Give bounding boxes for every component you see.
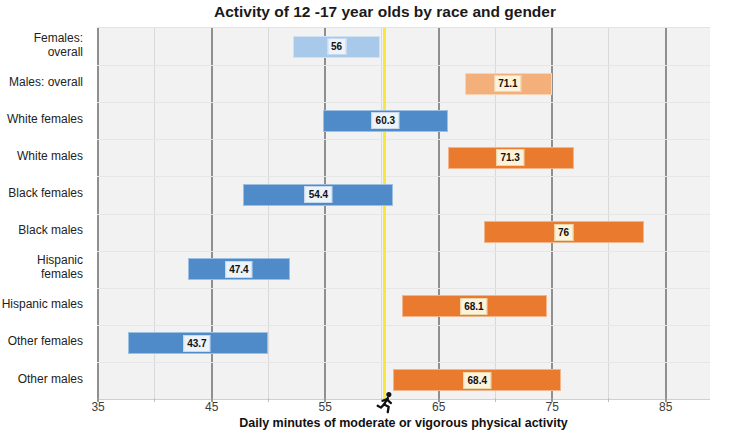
category-label: Black females: [0, 175, 83, 212]
bar-value-label: 54.4: [305, 186, 332, 203]
x-tick-label: 65: [432, 400, 445, 414]
row-separator: [97, 288, 710, 289]
x-tick-mark: [211, 398, 213, 402]
x-axis-title: Daily minutes of moderate or vigorous ph…: [97, 416, 710, 430]
bar-value-label: 60.3: [372, 112, 399, 129]
bar-value-label: 68.1: [460, 298, 487, 315]
x-tick-label: 35: [91, 400, 104, 414]
row-separator: [97, 65, 710, 66]
category-label: White males: [0, 138, 83, 175]
row-separator: [97, 139, 710, 140]
bar-value-label: 71.1: [494, 75, 521, 92]
row-separator: [97, 214, 710, 215]
category-label: Hispanic females: [0, 250, 83, 287]
category-label: Females: overall: [0, 27, 83, 64]
bar-value-label: 47.4: [225, 261, 252, 278]
runner-icon: [374, 391, 396, 420]
row-separator: [97, 325, 710, 326]
bar-value-label: 71.3: [496, 149, 523, 166]
reference-line: [383, 28, 386, 399]
chart-title: Activity of 12 -17 year olds by race and…: [60, 3, 710, 25]
row-separator: [97, 176, 710, 177]
x-tick-label: 75: [546, 400, 559, 414]
x-tick-mark: [551, 398, 553, 402]
row-separator: [97, 251, 710, 252]
x-tick-label: 85: [659, 400, 672, 414]
row-separator: [97, 102, 710, 103]
x-minor-tick-mark: [495, 398, 496, 402]
category-label: Black males: [0, 213, 83, 250]
plot-area: 56 71.1 60.3 71.3 54.4 76 47.4 68.1 43.7 68.4: [97, 27, 710, 400]
category-label: Other males: [0, 361, 83, 398]
x-minor-tick-mark: [154, 398, 155, 402]
category-label: Hispanic males: [0, 287, 83, 324]
x-axis-tick-labels: 354555657585: [97, 400, 710, 416]
bar-value-label: 56: [327, 38, 346, 55]
bar-value-label: 68.4: [464, 372, 491, 389]
bar-value-label: 43.7: [183, 335, 210, 352]
x-tick-mark: [97, 398, 99, 402]
row-separator: [97, 362, 710, 363]
category-label: White females: [0, 101, 83, 138]
x-tick-label: 45: [205, 400, 218, 414]
bar-value-label: 76: [554, 224, 573, 241]
x-tick-mark: [438, 398, 440, 402]
x-minor-tick-mark: [268, 398, 269, 402]
x-minor-tick-mark: [608, 398, 609, 402]
category-label: Males: overall: [0, 64, 83, 101]
x-tick-mark: [665, 398, 667, 402]
x-tick-mark: [324, 398, 326, 402]
chart-container: Activity of 12 -17 year olds by race and…: [0, 0, 730, 440]
category-axis: Females: overallMales: overallWhite fema…: [0, 27, 90, 398]
category-label: Other females: [0, 324, 83, 361]
x-tick-label: 55: [318, 400, 331, 414]
